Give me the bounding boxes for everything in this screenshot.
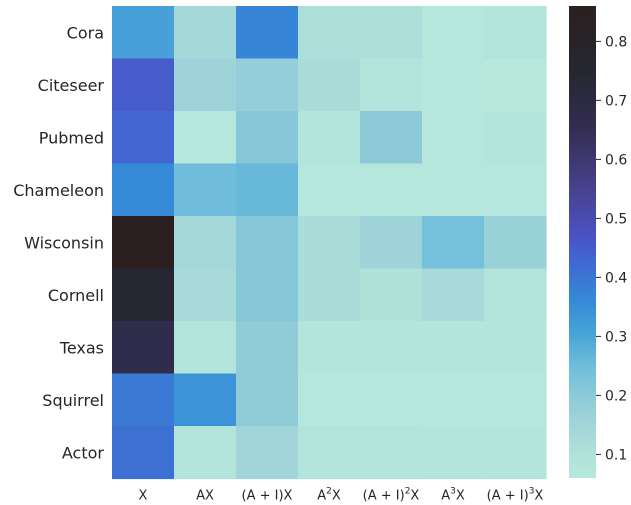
heatmap-cell xyxy=(236,373,299,427)
heatmap-cell xyxy=(360,6,423,60)
heatmap-cell xyxy=(484,6,547,60)
column-label: AX xyxy=(196,489,214,504)
heatmap-cell xyxy=(112,321,175,375)
heatmap-cell xyxy=(360,58,423,112)
heatmap-cell xyxy=(422,6,485,60)
column-label: (A + I)3X xyxy=(487,487,544,504)
column-label: (A + I)2X xyxy=(363,487,420,504)
colorbar-tick-label: 0.1 xyxy=(605,447,627,463)
row-label: Cornell xyxy=(48,286,104,305)
heatmap-cell xyxy=(484,216,547,270)
heatmap-cell xyxy=(112,373,175,427)
row-label: Pubmed xyxy=(39,128,104,147)
heatmap-cell xyxy=(174,268,237,322)
heatmap-cell xyxy=(360,321,423,375)
heatmap-cell xyxy=(112,58,175,112)
heatmap-cell xyxy=(422,216,485,270)
heatmap-cell xyxy=(112,6,175,60)
heatmap-cell xyxy=(298,321,361,375)
heatmap-cell xyxy=(174,321,237,375)
column-label: (A + I)X xyxy=(242,489,293,504)
colorbar-tick-label: 0.2 xyxy=(605,388,627,404)
heatmap-cell xyxy=(236,58,299,112)
heatmap-cell xyxy=(112,268,175,322)
heatmap-cell xyxy=(360,426,423,480)
row-label: Wisconsin xyxy=(24,233,104,252)
column-labels: X AX (A + I)X A2X (A + I)2X A3X (A + I)3X xyxy=(139,487,544,504)
colorbar-tick-label: 0.8 xyxy=(605,34,627,50)
heatmap-cells xyxy=(112,6,547,480)
heatmap-cell xyxy=(236,111,299,165)
heatmap-cell xyxy=(298,373,361,427)
heatmap-cell xyxy=(112,163,175,217)
heatmap-cell xyxy=(236,426,299,480)
heatmap-cell xyxy=(236,321,299,375)
row-label: Cora xyxy=(67,23,104,42)
heatmap-cell xyxy=(484,373,547,427)
heatmap-cell xyxy=(298,268,361,322)
heatmap-cell xyxy=(174,163,237,217)
heatmap-cell xyxy=(422,163,485,217)
heatmap-cell xyxy=(112,426,175,480)
colorbar-gradient xyxy=(569,6,596,478)
heatmap-cell xyxy=(298,216,361,270)
colorbar: 0.1 0.2 0.3 0.4 0.5 0.6 0.7 0.8 xyxy=(569,6,627,478)
heatmap-cell xyxy=(360,163,423,217)
heatmap-cell xyxy=(236,6,299,60)
heatmap-cell xyxy=(298,6,361,60)
heatmap-cell xyxy=(298,111,361,165)
heatmap-cell xyxy=(422,268,485,322)
heatmap-cell xyxy=(174,216,237,270)
heatmap-cell xyxy=(360,268,423,322)
row-label: Squirrel xyxy=(42,391,104,410)
colorbar-tick-label: 0.7 xyxy=(605,93,627,109)
heatmap-cell xyxy=(236,163,299,217)
heatmap-cell xyxy=(112,216,175,270)
row-label: Chameleon xyxy=(13,181,104,200)
heatmap-cell xyxy=(422,58,485,112)
heatmap-cell xyxy=(174,111,237,165)
column-label: A2X xyxy=(317,487,341,504)
heatmap-cell xyxy=(236,216,299,270)
heatmap-cell xyxy=(484,426,547,480)
column-label: X xyxy=(139,489,148,504)
heatmap-cell xyxy=(174,6,237,60)
colorbar-tick-label: 0.5 xyxy=(605,211,627,227)
heatmap-cell xyxy=(484,58,547,112)
heatmap-cell xyxy=(360,216,423,270)
colorbar-tick-label: 0.3 xyxy=(605,329,627,345)
heatmap-cell xyxy=(174,58,237,112)
colorbar-tick-label: 0.6 xyxy=(605,152,627,168)
heatmap-cell xyxy=(360,373,423,427)
heatmap-cell xyxy=(298,163,361,217)
colorbar-tick-label: 0.4 xyxy=(605,270,627,286)
row-labels: Cora Citeseer Pubmed Chameleon Wisconsin Corn… xyxy=(13,23,104,462)
heatmap-cell xyxy=(422,426,485,480)
heatmap-cell xyxy=(422,321,485,375)
row-label: Citeseer xyxy=(38,76,105,95)
heatmap-cell xyxy=(360,111,423,165)
heatmap-cell xyxy=(236,268,299,322)
heatmap-cell xyxy=(484,321,547,375)
heatmap-cell xyxy=(174,426,237,480)
heatmap-cell xyxy=(422,111,485,165)
heatmap-cell xyxy=(112,111,175,165)
heatmap-cell xyxy=(298,58,361,112)
column-label: A3X xyxy=(441,487,465,504)
heatmap-cell xyxy=(484,268,547,322)
heatmap-cell xyxy=(484,163,547,217)
heatmap-cell xyxy=(298,426,361,480)
heatmap-cell xyxy=(422,373,485,427)
row-label: Texas xyxy=(59,338,104,357)
row-label: Actor xyxy=(62,443,105,462)
heatmap-cell xyxy=(484,111,547,165)
heatmap-cell xyxy=(174,373,237,427)
